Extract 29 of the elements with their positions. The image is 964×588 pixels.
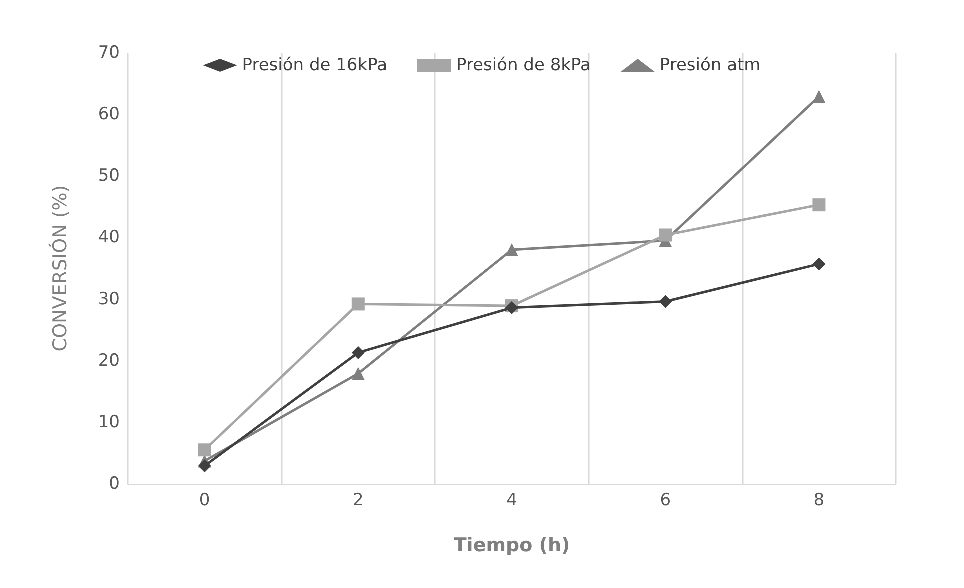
- point: [198, 444, 212, 457]
- point: [352, 298, 365, 311]
- legend-label: Presión de 8kPa: [456, 56, 591, 76]
- y-tick-label: 0: [109, 474, 120, 494]
- y-tick-label: 60: [98, 104, 120, 125]
- x-tick-label: 6: [660, 490, 672, 510]
- y-tick-label: 40: [98, 228, 120, 248]
- point: [812, 90, 826, 104]
- x-tick-label: 2: [352, 490, 364, 510]
- point: [659, 228, 672, 242]
- legend-label: Presión de 16kPa: [242, 56, 388, 76]
- point: [352, 346, 365, 360]
- legend-label: Presión atm: [660, 56, 761, 76]
- y-tick-label: 30: [98, 289, 120, 310]
- point: [198, 460, 212, 473]
- y-axis-title: CONVERSIÓN (%): [48, 185, 72, 352]
- point: [506, 244, 518, 257]
- point: [659, 295, 672, 308]
- point: [812, 198, 826, 212]
- y-tick-label: 50: [98, 166, 120, 186]
- y-tick-label: 10: [98, 412, 120, 432]
- y-tick-label: 70: [98, 43, 120, 63]
- point: [812, 258, 826, 271]
- x-tick-label: 0: [199, 490, 210, 510]
- x-tick-label: 8: [814, 490, 825, 510]
- point: [352, 367, 365, 380]
- y-tick-label: 20: [98, 350, 120, 371]
- x-tick-label: 4: [506, 490, 518, 510]
- x-axis-title: Tiempo (h): [454, 534, 570, 556]
